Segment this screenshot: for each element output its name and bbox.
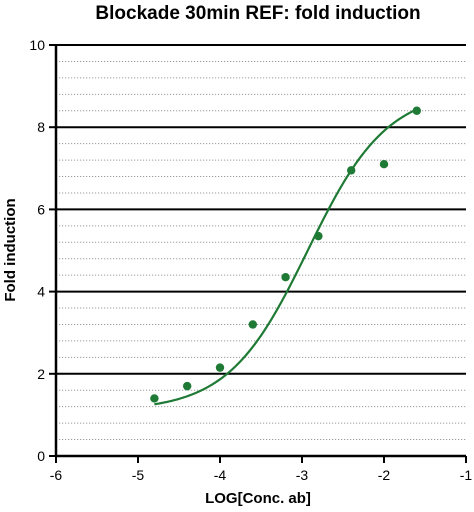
y-tick-label: 6 xyxy=(37,201,45,217)
x-tick-label: -2 xyxy=(378,467,391,483)
data-point xyxy=(281,273,290,282)
x-tick-label: -5 xyxy=(132,467,145,483)
data-point xyxy=(412,106,421,115)
data-point xyxy=(183,381,192,391)
y-tick-label: 4 xyxy=(37,284,45,300)
grid xyxy=(56,44,466,441)
chart-title: Blockade 30min REF: fold induction xyxy=(95,3,420,24)
y-tick-label: 10 xyxy=(29,37,45,53)
data-points xyxy=(150,106,421,403)
x-tick-label: -6 xyxy=(50,467,63,483)
y-axis-label: Fold induction xyxy=(2,198,19,301)
y-tick-label: 8 xyxy=(37,119,45,135)
y-tick-label: 2 xyxy=(37,366,45,382)
x-tick-label: -1 xyxy=(460,467,473,483)
y-tick-label: 0 xyxy=(37,448,45,464)
data-point xyxy=(347,166,356,175)
data-point xyxy=(248,320,257,329)
data-point xyxy=(314,231,323,241)
data-point xyxy=(379,159,389,169)
data-point xyxy=(150,394,159,403)
fit-curve xyxy=(154,108,418,406)
fit-curve-line xyxy=(154,108,418,406)
tick-labels: 0 2 4 6 8 10 -6 -5 -4 -3 -2 -1 xyxy=(29,37,472,483)
x-tick-label: -3 xyxy=(296,467,309,483)
data-point xyxy=(215,363,225,372)
x-axis-label: LOG[Conc. ab] xyxy=(205,490,311,507)
x-tick-label: -4 xyxy=(214,467,227,483)
axes xyxy=(49,44,467,463)
